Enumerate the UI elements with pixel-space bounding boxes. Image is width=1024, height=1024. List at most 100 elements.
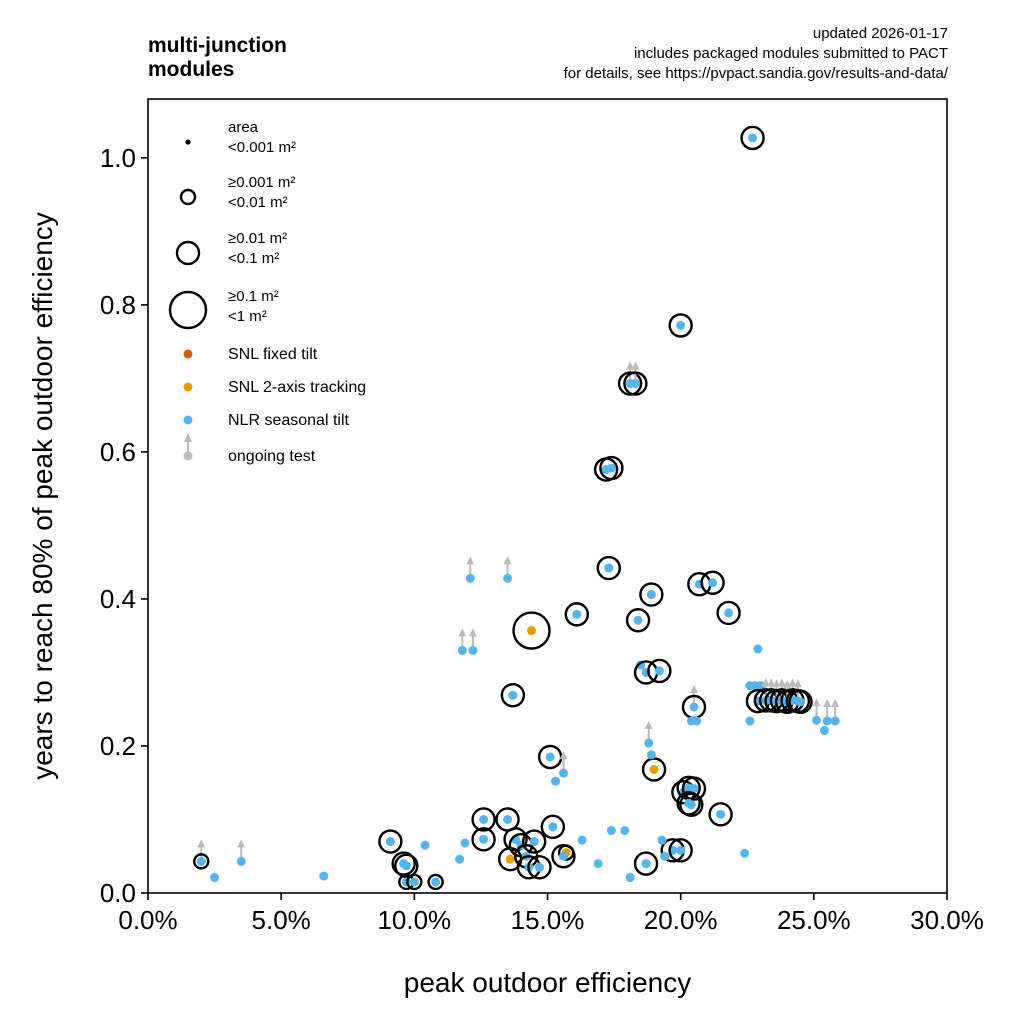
data-point bbox=[505, 854, 515, 864]
point-area-ring bbox=[471, 807, 496, 832]
data-point bbox=[196, 856, 206, 866]
data-point bbox=[503, 814, 513, 824]
ongoing-arrow-head bbox=[761, 678, 770, 687]
meta-includes: includes packaged modules submitted to P… bbox=[633, 45, 948, 62]
point-area-ring bbox=[378, 829, 403, 854]
data-point bbox=[457, 645, 467, 655]
x-tick-label: 30.0% bbox=[910, 905, 984, 935]
point-area-ring bbox=[668, 838, 693, 863]
legend-site-marker bbox=[183, 382, 193, 392]
data-point bbox=[633, 615, 643, 625]
point-area-ring bbox=[596, 555, 621, 581]
ongoing-arrow-head bbox=[197, 839, 206, 848]
point-area-ring bbox=[512, 611, 551, 650]
data-point bbox=[724, 608, 734, 618]
data-point bbox=[558, 851, 568, 861]
data-point bbox=[606, 826, 616, 836]
x-tick-label: 10.0% bbox=[377, 905, 451, 935]
chart-title: multi-junction modules bbox=[148, 34, 287, 81]
data-point bbox=[753, 644, 763, 654]
data-point bbox=[385, 837, 395, 847]
point-area-ring bbox=[500, 683, 526, 708]
ongoing-arrow-head bbox=[812, 698, 821, 707]
data-point bbox=[689, 702, 699, 712]
point-area-ring bbox=[527, 855, 552, 880]
axis-layer: 0.0% 5.0% 10.0% 15.0% 20.0% 25.0% 30.0% 0.0 0.2 0… bbox=[27, 98, 984, 998]
data-point bbox=[644, 738, 654, 748]
data-point bbox=[657, 835, 667, 845]
ongoing-arrow-head bbox=[767, 678, 776, 687]
ongoing-arrow-head bbox=[503, 556, 512, 565]
data-point bbox=[535, 862, 545, 872]
legend-size-label: ≥0.001 m² <0.01 m² bbox=[228, 174, 295, 211]
ongoing-arrow-head bbox=[831, 698, 840, 707]
point-area-ring bbox=[647, 658, 672, 684]
ongoing-arrow-head bbox=[777, 678, 786, 687]
x-tick-label: 25.0% bbox=[777, 905, 851, 935]
data-point bbox=[606, 463, 616, 473]
legend: area <0.001 m² ≥0.001 m² <0.01 m² ≥0.01 m² <0… bbox=[168, 119, 366, 465]
legend-ongoing-label: ongoing test bbox=[228, 448, 316, 465]
point-area-ring bbox=[540, 814, 566, 840]
ongoing-arrow-head bbox=[466, 556, 475, 565]
data-point bbox=[646, 590, 656, 600]
ongoing-arrow-head bbox=[644, 721, 653, 730]
point-area-ring bbox=[708, 802, 733, 827]
ongoing-arrow-head bbox=[689, 684, 698, 693]
point-area-ring bbox=[668, 313, 693, 338]
point-area-ring bbox=[700, 570, 725, 595]
data-point bbox=[620, 826, 630, 836]
point-area-ring bbox=[564, 602, 589, 627]
y-tick-label: 1.0 bbox=[100, 143, 136, 173]
data-point bbox=[468, 645, 478, 655]
point-area-ring bbox=[617, 371, 643, 396]
ongoing-arrow-head bbox=[237, 839, 246, 848]
ongoing-arrow-head bbox=[626, 361, 635, 370]
point-area-ring bbox=[427, 873, 444, 891]
y-tick-label: 0.6 bbox=[100, 437, 136, 467]
data-point bbox=[822, 716, 832, 726]
legend-size-label: area <0.001 m² bbox=[228, 119, 296, 156]
data-point bbox=[676, 845, 686, 855]
data-point bbox=[319, 871, 329, 881]
data-point bbox=[550, 776, 560, 786]
data-point bbox=[572, 609, 582, 619]
point-area-ring bbox=[394, 853, 419, 878]
point-area-ring bbox=[740, 125, 765, 151]
data-point bbox=[409, 877, 419, 887]
legend-size-marker bbox=[179, 188, 197, 206]
data-point bbox=[479, 814, 489, 824]
point-area-ring bbox=[679, 792, 704, 817]
data-point bbox=[401, 861, 411, 871]
data-point bbox=[460, 838, 470, 848]
data-point bbox=[830, 716, 840, 726]
data-point bbox=[527, 626, 537, 636]
data-point bbox=[503, 573, 513, 583]
legend-site-marker bbox=[183, 349, 193, 359]
legend-size-label: ≥0.01 m² <0.1 m² bbox=[228, 230, 287, 267]
point-area-ring bbox=[639, 582, 664, 607]
x-tick-label: 0.0% bbox=[118, 905, 177, 935]
point-area-ring bbox=[641, 757, 667, 782]
data-point bbox=[692, 716, 702, 726]
data-point bbox=[529, 837, 539, 847]
data-point bbox=[558, 768, 568, 778]
point-area-ring bbox=[599, 455, 624, 481]
point-area-ring bbox=[633, 851, 659, 876]
data-point bbox=[740, 848, 750, 858]
legend-size-label: ≥0.1 m² <1 m² bbox=[228, 288, 279, 325]
point-area-ring bbox=[521, 829, 547, 854]
meta-details: for details, see https://pvpact.sandia.g… bbox=[563, 65, 948, 82]
legend-site-label: SNL fixed tilt bbox=[228, 346, 318, 363]
point-area-ring bbox=[623, 371, 648, 396]
data-point bbox=[641, 859, 651, 869]
data-point bbox=[479, 834, 489, 844]
ongoing-arrow-head bbox=[468, 628, 477, 637]
data-point bbox=[431, 877, 441, 887]
data-point bbox=[465, 573, 475, 583]
x-tick-label: 15.0% bbox=[511, 905, 585, 935]
data-point bbox=[819, 726, 829, 736]
legend-size-marker bbox=[168, 290, 208, 330]
data-point bbox=[545, 752, 555, 762]
data-point bbox=[625, 873, 635, 883]
